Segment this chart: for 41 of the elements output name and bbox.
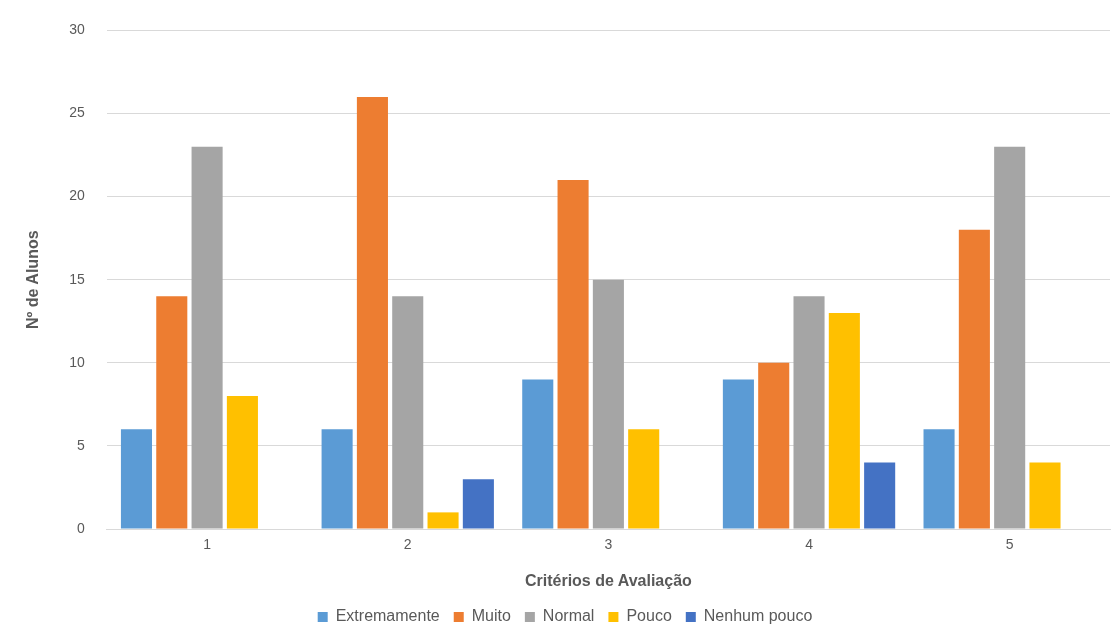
y-tick-label: 30 — [69, 21, 85, 38]
bar — [226, 396, 258, 529]
bar — [758, 362, 790, 529]
bar — [923, 429, 955, 529]
bar — [994, 146, 1026, 529]
bar — [793, 296, 825, 529]
x-axis-title: Critérios de Avaliação — [524, 571, 693, 589]
bar — [958, 229, 990, 529]
legend-label: Muito — [471, 607, 511, 625]
bar — [722, 379, 754, 529]
bar — [1029, 462, 1061, 529]
bar — [156, 296, 188, 529]
legend-label: Extremamente — [335, 607, 440, 625]
y-tick-label: 15 — [69, 270, 85, 287]
bar — [356, 96, 388, 529]
x-tick-label: 2 — [403, 536, 412, 553]
bar — [392, 296, 424, 529]
bar — [864, 462, 896, 529]
y-axis-title: Nº de Alunos — [24, 230, 42, 329]
y-tick-label: 10 — [69, 353, 85, 370]
bar — [828, 312, 860, 529]
bar — [191, 146, 223, 529]
y-tick-label: 0 — [76, 519, 85, 536]
bar — [120, 429, 153, 529]
y-tick-label: 20 — [69, 187, 85, 204]
y-tick-label: 5 — [76, 436, 85, 453]
x-tick-label: 1 — [203, 536, 212, 553]
x-tick-label: 5 — [1005, 536, 1014, 553]
bar — [628, 429, 660, 529]
y-tick-label: 25 — [69, 104, 85, 121]
bar — [321, 429, 353, 529]
legend-label: Normal — [542, 607, 595, 625]
bar — [462, 479, 494, 529]
x-tick-label: 4 — [805, 536, 814, 553]
bar — [427, 512, 459, 529]
bar — [522, 379, 554, 529]
legend-label: Nenhum pouco — [703, 607, 813, 625]
x-tick-label: 3 — [604, 536, 613, 553]
bar — [557, 179, 589, 529]
bar — [592, 279, 624, 529]
legend-label: Pouco — [626, 607, 672, 625]
